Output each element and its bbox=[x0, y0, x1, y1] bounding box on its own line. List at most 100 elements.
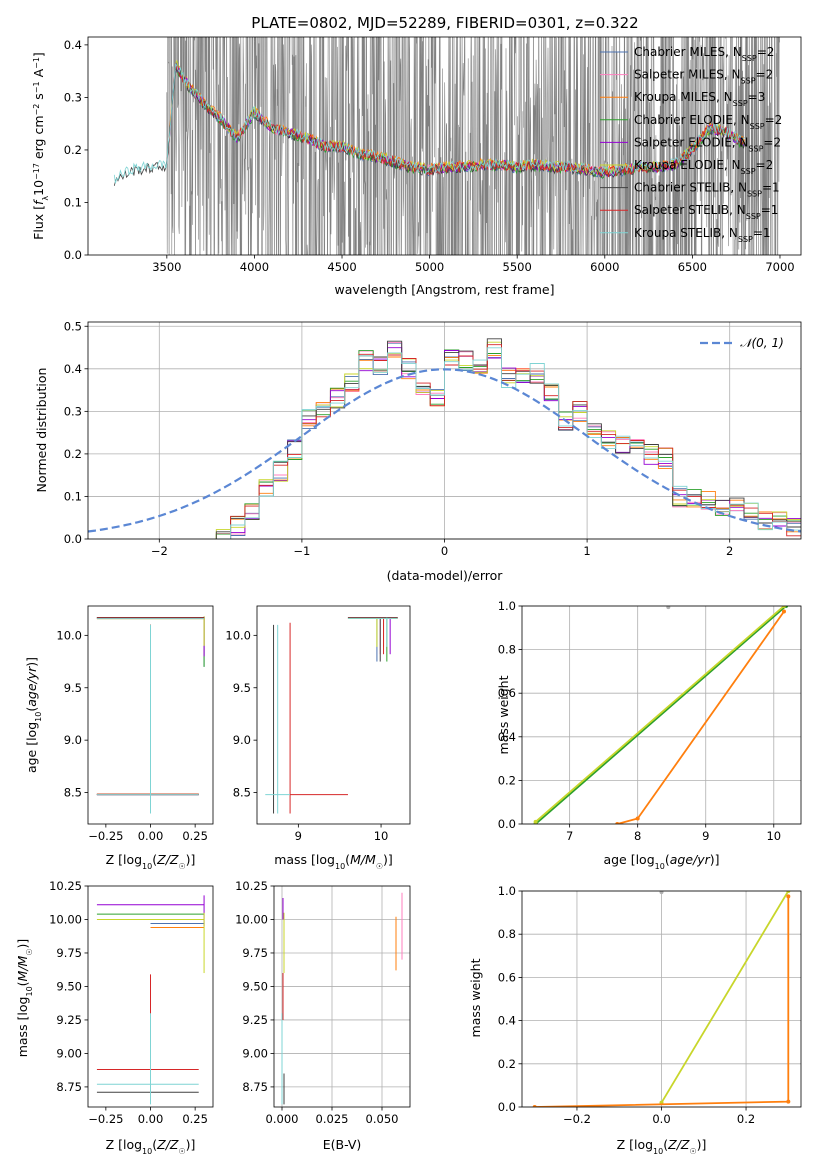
x-tick-label: 0.025 bbox=[316, 1112, 349, 1126]
label-part: SSP bbox=[747, 189, 762, 198]
y-tick-label: 0.5 bbox=[64, 319, 82, 333]
x-axis-label: Z [log10(Z/Z☉)] bbox=[106, 852, 196, 871]
mass-weight-marker bbox=[781, 609, 786, 614]
label-part: 10 bbox=[655, 862, 665, 871]
mass-weight-line bbox=[535, 606, 787, 824]
label-part: )] bbox=[383, 852, 393, 867]
x-tick-label: 0.00 bbox=[138, 1112, 164, 1126]
y-tick-label: 9.25 bbox=[56, 1013, 82, 1027]
y-tick-label: 1.0 bbox=[498, 884, 516, 898]
x-tick-label: −0.25 bbox=[88, 1112, 123, 1126]
plot-area bbox=[265, 617, 398, 814]
label-part: Z/Z bbox=[156, 852, 179, 867]
x-tick-label: 10 bbox=[766, 829, 781, 843]
x-tick-label: 6000 bbox=[590, 260, 619, 274]
label-part: M/M bbox=[15, 955, 30, 981]
label-part: s bbox=[31, 93, 46, 104]
y-tick-label: 0.3 bbox=[64, 90, 82, 104]
label-part: Chabrier MILES, N bbox=[634, 45, 742, 59]
label-part: Kroupa STELIB, N bbox=[634, 226, 738, 240]
mass-weight-line bbox=[660, 891, 790, 1104]
label-part: ( bbox=[665, 852, 670, 867]
x-tick-label: 0.000 bbox=[266, 1112, 299, 1126]
label-part: λ bbox=[41, 196, 50, 201]
label-part: )] bbox=[186, 1137, 196, 1152]
mass-weight-marker bbox=[635, 816, 640, 821]
legend-label: Salpeter STELIB, NSSP=1 bbox=[634, 203, 778, 221]
plot-area bbox=[533, 606, 789, 824]
mass-weight-line bbox=[535, 606, 785, 823]
y-tick-label: 0.6 bbox=[498, 970, 516, 984]
label-part: =3 bbox=[748, 90, 766, 104]
mass-weight-marker bbox=[532, 1105, 537, 1107]
y-tick-label: 0.2 bbox=[64, 447, 82, 461]
label-part: 10 bbox=[335, 862, 345, 871]
y-tick-label: 10.0 bbox=[225, 628, 251, 642]
model-spectrum-line bbox=[113, 62, 745, 184]
x-tick-label: −1 bbox=[293, 544, 310, 558]
y-tick-label: 9.25 bbox=[242, 1013, 268, 1027]
label-part: Chabrier STELIB, N bbox=[634, 181, 747, 195]
y-tick-label: 0.2 bbox=[498, 1057, 516, 1071]
label-part: 10 bbox=[31, 180, 46, 196]
y-tick-label: 9.50 bbox=[242, 979, 268, 993]
label-part: Salpeter STELIB, N bbox=[634, 203, 746, 217]
y-tick-label: 9.00 bbox=[242, 1046, 268, 1060]
label-part: ( bbox=[152, 852, 157, 867]
label-part: mass [log bbox=[15, 997, 30, 1058]
x-tick-label: 2 bbox=[726, 544, 733, 558]
axes-frame bbox=[521, 605, 802, 825]
label-part: =2 bbox=[765, 113, 783, 127]
x-tick-label: 0.050 bbox=[366, 1112, 399, 1126]
x-axis-label: mass [log10(M/M☉)] bbox=[274, 852, 393, 871]
legend-label: Kroupa STELIB, NSSP=1 bbox=[634, 226, 771, 244]
y-tick-label: 8.75 bbox=[56, 1080, 82, 1094]
label-part: Kroupa MILES, N bbox=[634, 90, 733, 104]
histogram-step-line bbox=[215, 342, 801, 539]
label-part: )] bbox=[24, 657, 39, 667]
x-tick-label: 0.2 bbox=[737, 1112, 755, 1126]
y-tick-label: 10.25 bbox=[49, 879, 82, 893]
x-axis-label: E(B-V) bbox=[323, 1137, 362, 1152]
label-part: ] bbox=[31, 52, 46, 57]
x-tick-label: 7 bbox=[566, 829, 573, 843]
y-tick-label: 0.2 bbox=[498, 773, 516, 787]
label-part: =1 bbox=[753, 226, 771, 240]
x-tick-label: 5000 bbox=[415, 260, 444, 274]
axes-frame bbox=[256, 605, 411, 825]
y-tick-label: 0.8 bbox=[498, 643, 516, 657]
label-part: ( bbox=[15, 981, 30, 986]
label-part: erg cm bbox=[31, 115, 46, 163]
label-part: 10 bbox=[34, 712, 43, 722]
y-tick-label: 10.00 bbox=[235, 912, 268, 926]
label-part: M/M bbox=[350, 852, 376, 867]
y-tick-label: 0.4 bbox=[64, 38, 82, 52]
legend-label: Kroupa MILES, NSSP=3 bbox=[634, 90, 765, 108]
label-part: Flux [ bbox=[31, 205, 46, 240]
mass-weight-marker bbox=[615, 822, 620, 824]
label-part: Z/Z bbox=[667, 1137, 690, 1152]
y-tick-label: 0.1 bbox=[64, 195, 82, 209]
y-tick-label: 0.0 bbox=[498, 817, 516, 831]
axes-frame bbox=[273, 885, 411, 1108]
x-tick-label: 1 bbox=[583, 544, 590, 558]
mass-weight-marker bbox=[659, 891, 664, 895]
label-part: Chabrier ELODIE, N bbox=[634, 113, 750, 127]
label-part: ( bbox=[345, 852, 350, 867]
y-tick-label: 9.75 bbox=[242, 946, 268, 960]
label-part: −1 bbox=[32, 81, 41, 93]
x-tick-label: 3500 bbox=[152, 260, 181, 274]
plot-area bbox=[281, 892, 403, 1105]
x-axis-label: wavelength [Angstrom, rest frame] bbox=[334, 282, 554, 297]
age-vs-metallicity-panel: −0.25 0.00 0.258.59.09.510.0Z [log10(Z/Z☉)… bbox=[24, 605, 214, 871]
label-part: ☉ bbox=[689, 1147, 696, 1156]
y-tick-label: 10.0 bbox=[56, 628, 82, 642]
label-part: A bbox=[31, 68, 46, 81]
x-axis-label: age [log10(age/yr)] bbox=[603, 852, 719, 871]
y-tick-label: 8.75 bbox=[242, 1080, 268, 1094]
mass-weight-marker bbox=[781, 606, 786, 608]
